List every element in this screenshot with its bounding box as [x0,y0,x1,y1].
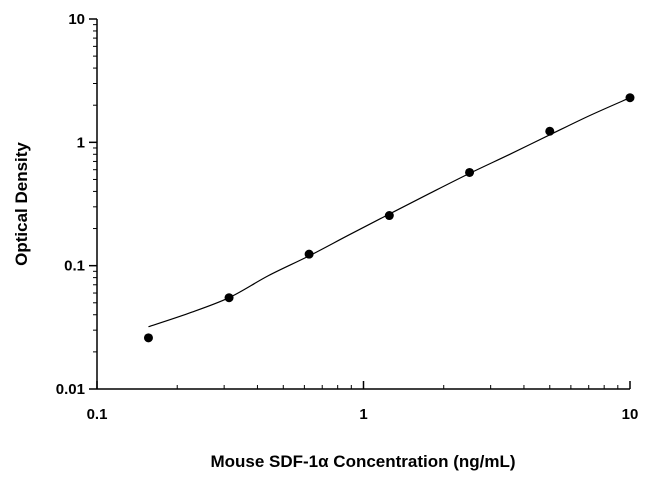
data-point [224,293,234,303]
data-point [143,333,153,343]
points-layer [143,93,635,343]
labels-layer: Mouse SDF-1α Concentration (ng/mL) Optic… [12,11,638,471]
data-point [384,211,394,221]
data-point [545,126,555,136]
data-point [465,167,475,177]
data-point [625,93,635,103]
y-tick-label: 0.1 [64,258,85,275]
y-tick-label: 1 [77,134,85,151]
x-tick-label: 1 [359,406,367,423]
ticks-layer [89,18,631,390]
axes-layer [96,19,630,390]
y-tick-label: 10 [68,11,85,28]
y-axis-title: Optical Density [12,142,31,266]
x-tick-label: 10 [622,406,639,423]
y-tick-label: 0.01 [56,381,85,398]
x-axis-title: Mouse SDF-1α Concentration (ng/mL) [210,452,515,471]
x-tick-label: 0.1 [87,406,108,423]
data-point [304,249,314,259]
